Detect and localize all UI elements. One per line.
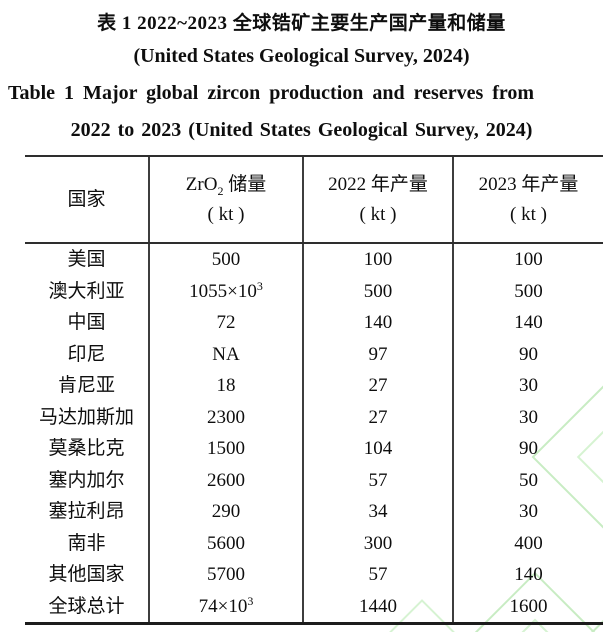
prod-2023-cell: 140 xyxy=(452,307,603,339)
prod-2022-cell: 57 xyxy=(302,464,452,496)
table-row: 肯尼亚 18 27 30 xyxy=(25,370,603,402)
table-caption-source: (United States Geological Survey, 2024) xyxy=(133,45,470,67)
reserves-cell: 2300 xyxy=(148,401,302,433)
prod-2023-header: 2023 年产量 ( kt ) xyxy=(452,157,603,242)
country-cell: 中国 xyxy=(67,312,106,333)
prod-2022-header-unit: ( kt ) xyxy=(359,203,397,225)
country-cell: 南非 xyxy=(67,532,106,554)
prod-2023-cell: 100 xyxy=(452,244,603,276)
table-row: 印尼 NA 97 90 xyxy=(25,338,603,370)
reserves-cell: 5700 xyxy=(148,559,302,591)
table-row: 澳大利亚 1055×103 500 500 xyxy=(25,275,603,307)
country-cell: 塞拉利昂 xyxy=(48,501,125,522)
prod-2023-cell: 90 xyxy=(452,338,603,370)
table-caption-en-line1: Table 1 Major global zircon production a… xyxy=(8,82,535,104)
table-header-row: 国家 ZrO2 储量 ( kt ) 2022 年产量 ( kt ) 2023 年… xyxy=(25,157,603,244)
zircon-table: 国家 ZrO2 储量 ( kt ) 2022 年产量 ( kt ) 2023 年… xyxy=(25,155,603,625)
prod-2022-cell: 500 xyxy=(302,275,452,307)
table-row: 全球总计 74×103 1440 1600 xyxy=(25,590,603,622)
prod-2023-cell: 30 xyxy=(452,496,603,528)
prod-2023-cell: 90 xyxy=(452,433,603,465)
country-header-label: 国家 xyxy=(67,188,106,210)
reserves-cell: 5600 xyxy=(148,527,302,559)
reserves-cell: 72 xyxy=(148,307,302,339)
country-cell: 全球总计 xyxy=(48,595,125,617)
prod-2022-cell: 300 xyxy=(302,527,452,559)
table-row: 美国 500 100 100 xyxy=(25,244,603,276)
table-row: 塞拉利昂 290 34 30 xyxy=(25,496,603,528)
prod-2022-cell: 100 xyxy=(302,244,452,276)
prod-2022-cell: 140 xyxy=(302,307,452,339)
table-row: 南非 5600 300 400 xyxy=(25,527,603,559)
prod-2023-header-label: 2023 年产量 xyxy=(478,173,579,195)
prod-2022-cell: 97 xyxy=(302,338,452,370)
prod-2022-cell: 1440 xyxy=(302,590,452,622)
prod-2022-header-label: 2022 年产量 xyxy=(328,173,428,195)
table-row: 其他国家 5700 57 140 xyxy=(25,559,603,591)
country-cell: 莫桑比克 xyxy=(48,438,125,459)
table-caption-en-line2: 2022 to 2023 (United States Geological S… xyxy=(70,119,533,141)
reserves-header-label: ZrO2 储量 xyxy=(185,173,267,198)
prod-2023-header-unit: ( kt ) xyxy=(510,203,547,225)
reserves-cell: 74×103 xyxy=(148,590,302,622)
prod-2023-cell: 50 xyxy=(452,464,603,496)
prod-2023-cell: 1600 xyxy=(452,590,603,622)
country-cell: 澳大利亚 xyxy=(48,280,125,302)
country-cell: 其他国家 xyxy=(48,564,125,585)
table-row: 中国 72 140 140 xyxy=(25,307,603,339)
table-row: 莫桑比克 1500 104 90 xyxy=(25,433,603,465)
reserves-cell: 290 xyxy=(148,496,302,528)
reserves-header-unit: ( kt ) xyxy=(207,203,245,225)
prod-2022-cell: 27 xyxy=(302,370,452,402)
reserves-header: ZrO2 储量 ( kt ) xyxy=(148,157,302,242)
prod-2023-cell: 500 xyxy=(452,275,603,307)
country-cell: 马达加斯加 xyxy=(38,406,134,428)
reserves-cell: 1055×103 xyxy=(148,275,302,307)
prod-2022-cell: 27 xyxy=(302,401,452,433)
country-cell: 印尼 xyxy=(67,343,106,365)
reserves-cell: 1500 xyxy=(148,433,302,465)
country-cell: 美国 xyxy=(67,249,106,270)
prod-2023-cell: 30 xyxy=(452,370,603,402)
prod-2022-header: 2022 年产量 ( kt ) xyxy=(302,157,452,242)
reserves-cell: 18 xyxy=(148,370,302,402)
prod-2023-cell: 400 xyxy=(452,527,603,559)
table-caption-zh: 表 1 2022~2023 全球锆矿主要生产国产量和储量 xyxy=(97,13,506,34)
prod-2023-cell: 30 xyxy=(452,401,603,433)
reserves-cell: NA xyxy=(148,338,302,370)
country-cell: 塞内加尔 xyxy=(48,469,125,491)
reserves-cell: 2600 xyxy=(148,464,302,496)
country-cell: 肯尼亚 xyxy=(57,375,115,396)
table-row: 塞内加尔 2600 57 50 xyxy=(25,464,603,496)
table-row: 马达加斯加 2300 27 30 xyxy=(25,401,603,433)
country-header: 国家 xyxy=(25,157,148,242)
prod-2022-cell: 57 xyxy=(302,559,452,591)
prod-2023-cell: 140 xyxy=(452,559,603,591)
reserves-cell: 500 xyxy=(148,244,302,276)
prod-2022-cell: 104 xyxy=(302,433,452,465)
prod-2022-cell: 34 xyxy=(302,496,452,528)
